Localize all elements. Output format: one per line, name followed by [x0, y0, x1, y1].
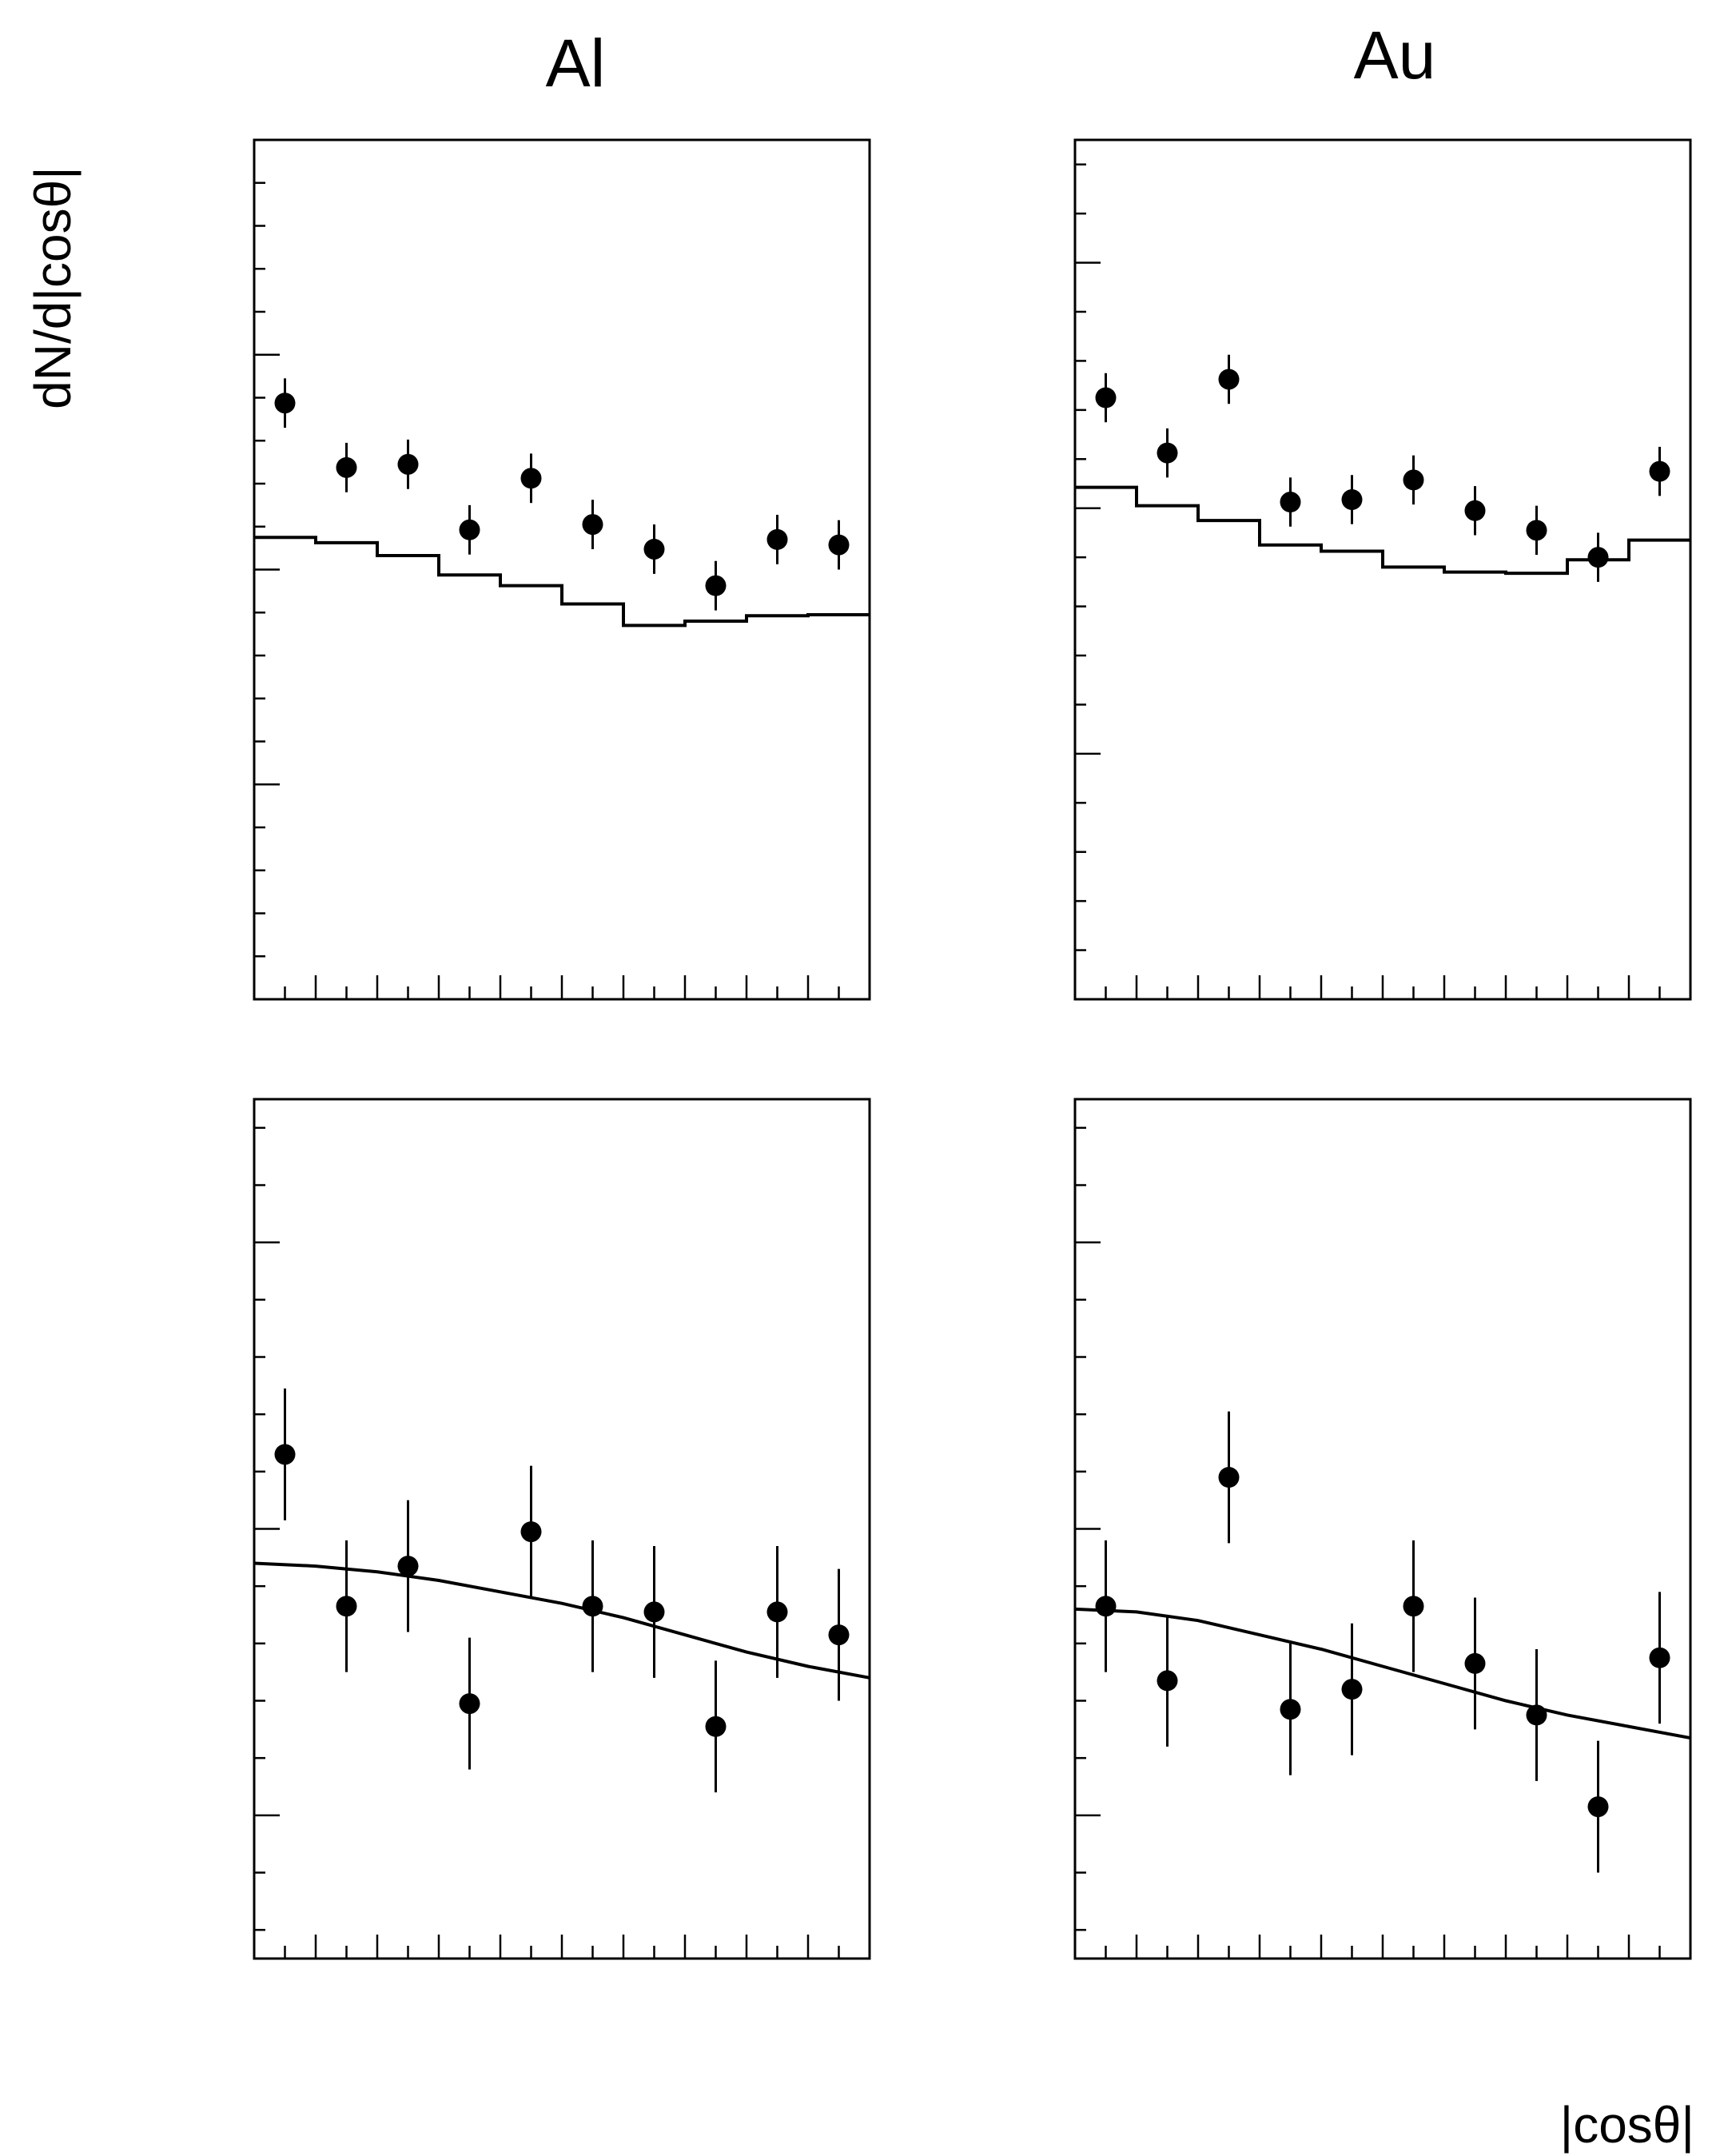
panel-a [253, 138, 871, 1001]
data-point [1403, 1596, 1424, 1617]
data-point [1095, 1596, 1117, 1617]
data-point [397, 1556, 419, 1577]
fit-curve-c [253, 1561, 870, 1680]
data-point [1649, 1647, 1670, 1668]
x-axis-label: |cosθ| [1560, 2096, 1694, 2154]
histogram-b [1075, 485, 1690, 576]
y-axis-label: dN/d|cosθ| [24, 166, 82, 409]
data-point [397, 453, 419, 475]
data-point [274, 393, 296, 414]
data-point [828, 534, 850, 556]
data-point [582, 514, 603, 536]
data-point [643, 538, 665, 560]
data-point [1526, 520, 1547, 541]
data-point [1526, 1704, 1547, 1726]
data-point [520, 468, 542, 489]
data-point [766, 528, 788, 550]
column-title-au: Au [1354, 18, 1436, 93]
data-point [828, 1624, 850, 1646]
data-point [459, 1693, 480, 1715]
data-point [1157, 1670, 1178, 1692]
data-point [1341, 488, 1363, 510]
panels [253, 138, 1692, 1960]
panel-d [1073, 1098, 1692, 1960]
data-point [1464, 1652, 1486, 1674]
panel-b [1073, 138, 1692, 1001]
histogram-a [254, 536, 870, 628]
data-point [582, 1596, 603, 1617]
fit-curve-d [1074, 1607, 1691, 1740]
panel-c-frame [253, 1098, 871, 1960]
panel-a-frame [253, 138, 871, 1001]
data-point [1403, 469, 1424, 491]
data-point [1587, 1796, 1609, 1818]
data-point [1218, 1467, 1240, 1488]
data-point [336, 456, 357, 478]
data-point [1587, 547, 1609, 568]
data-point [1095, 387, 1117, 408]
panel-c [253, 1098, 871, 1960]
data-point [1157, 442, 1178, 464]
data-point [1649, 460, 1670, 482]
data-point [1280, 1699, 1301, 1720]
data-point [705, 1716, 727, 1737]
data-point [705, 575, 727, 596]
data-point [1341, 1679, 1363, 1700]
data-point [274, 1444, 296, 1465]
data-point [336, 1596, 357, 1617]
data-point [643, 1601, 665, 1623]
data-point [1280, 492, 1301, 513]
column-title-al: Al [546, 26, 606, 101]
data-point [520, 1521, 542, 1543]
data-point [459, 519, 480, 540]
data-point [1464, 500, 1486, 521]
data-point [766, 1601, 788, 1623]
data-point [1218, 369, 1240, 390]
